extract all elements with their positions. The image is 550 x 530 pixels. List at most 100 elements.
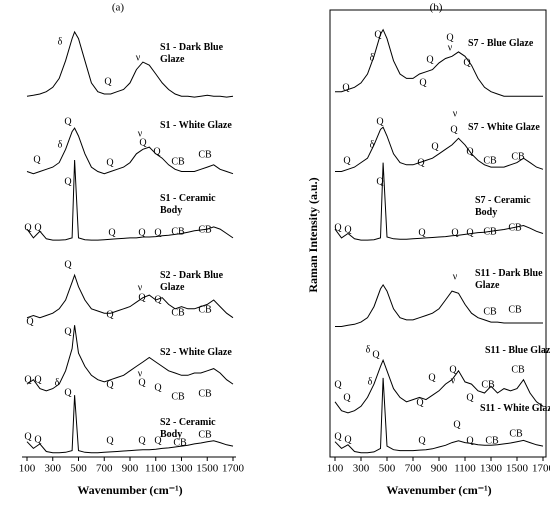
x-tick-label: 100 [327,463,344,475]
peak-annotation: ν [448,42,453,53]
legend-entry-box: S1 - White Glaze [160,120,232,131]
x-tick-label: 1700 [532,463,550,475]
legend-entry-box: S7 - Ceramic Body [475,195,531,218]
peak-annotation: CB [198,149,212,160]
peak-annotation: Q [106,157,114,168]
x-tick-label: 500 [70,463,87,475]
peak-annotation: Q [343,155,351,166]
peak-annotation: Q [374,29,382,40]
legend-entry-box: S2 - Ceramic Body [160,417,216,440]
peak-annotation: Q [466,392,474,403]
peak-annotation: Q [453,419,461,430]
x-tick-label: 1500 [506,463,529,475]
peak-annotation: Q [26,316,34,327]
peak-annotation: Q [64,116,72,127]
peak-annotation: Q [34,222,42,233]
spectrum-line [334,377,544,454]
legend-entry-box: S2 - White Glaze [160,347,232,358]
legend-entry: S2 - White Glaze [160,347,232,358]
panel-title: (a) [112,2,125,14]
legend-entry: S11 - Dark Blue Glaze [475,268,543,291]
peak-annotation: Q [64,326,72,337]
peak-annotation: Q [466,146,474,157]
peak-annotation: Q [466,227,474,238]
peak-annotation: Q [451,227,459,238]
peak-annotation: Q [344,224,352,235]
peak-annotation: δ [58,36,63,47]
peak-annotation: CB [485,435,499,446]
peak-annotation: Q [426,54,434,65]
peak-annotation: CB [483,155,497,166]
peak-annotation: CB [508,304,522,315]
peak-annotation: δ [370,52,375,63]
peak-annotation: Q [418,435,426,446]
peak-annotation: δ [55,377,60,388]
peak-annotation: Q [34,434,42,445]
legend-entry: S1 - Ceramic Body [160,193,216,216]
peak-annotation: CB [483,306,497,317]
x-tick-label: 1500 [196,463,219,475]
peak-annotation: Q [416,397,424,408]
peak-annotation: CB [171,391,185,402]
peak-annotation: CB [171,156,185,167]
peak-annotation: Q [154,435,162,446]
x-tick-label: 1100 [454,463,476,475]
legend-entry-box: S11 - Blue Glaze [485,345,550,356]
peak-annotation: Q [106,309,114,320]
spectrum-line [26,30,234,98]
x-tick-label: 900 [122,463,139,475]
peak-annotation: ν [138,282,143,293]
peak-annotation: δ [366,344,371,355]
peak-annotation: Q [64,387,72,398]
peak-annotation: Q [342,82,350,93]
peak-annotation: Q [446,32,454,43]
spectrum-line [334,358,544,414]
legend-entry: S2 - Ceramic Body [160,417,216,440]
peak-annotation: Q [449,364,457,375]
x-tick-label: 1700 [222,463,245,475]
peak-annotation: CB [198,304,212,315]
peak-annotation: Q [431,141,439,152]
x-tick-label: 100 [19,463,36,475]
y-axis-label: Raman Intensity (a.u.) [306,177,320,292]
peak-annotation: Q [104,76,112,87]
peak-annotation: CB [509,428,523,439]
peak-annotation: Q [466,435,474,446]
legend-entry: S7 - Blue Glaze [468,38,534,49]
peak-annotation: CB [198,388,212,399]
peak-annotation: CB [511,364,525,375]
peak-annotation: δ [370,139,375,150]
legend-entry-box: S1 - Ceramic Body [160,193,216,216]
peak-annotation: Q [376,116,384,127]
peak-annotation: CB [508,222,522,233]
legend-entry-box: S11 - Dark Blue Glaze [475,268,543,291]
peak-annotation: Q [153,146,161,157]
panel-title: (b) [430,2,443,14]
legend-entry: S7 - Ceramic Body [475,195,531,218]
peak-annotation: Q [138,435,146,446]
peak-annotation: Q [417,157,425,168]
legend-entry-box: S1 - Dark Blue Glaze [160,42,224,65]
peak-annotation: CB [198,429,212,440]
x-tick-label: 900 [431,463,448,475]
peak-annotation: δ [368,376,373,387]
x-tick-label: 1300 [480,463,503,475]
legend-entry-box: S7 - White Glaze [468,122,540,133]
spectrum-line [335,283,543,327]
peak-annotation: Q [106,379,114,390]
legend-entry: S7 - White Glaze [468,122,540,133]
peak-annotation: Q [450,124,458,135]
legend-entry-box: S7 - Blue Glaze [468,38,534,49]
legend-entry: S11 - White Glaze [480,403,550,414]
peak-annotation: Q [418,227,426,238]
peak-annotation: Q [372,349,380,360]
peak-annotation: ν [136,52,141,63]
x-tick-label: 700 [96,463,113,475]
peak-annotation: ν [453,271,458,282]
peak-annotation: Q [334,379,342,390]
peak-annotation: Q [64,176,72,187]
peak-annotation: Q [154,227,162,238]
legend-entry: S1 - Dark Blue Glaze [160,42,224,65]
